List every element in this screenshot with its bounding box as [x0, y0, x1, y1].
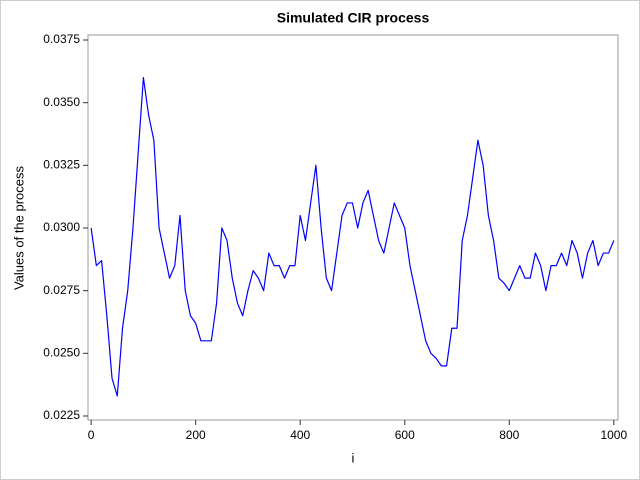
x-tick-label: 400 [290, 428, 310, 442]
x-tick-label: 200 [186, 428, 206, 442]
y-tick-label: 0.0250 [43, 345, 80, 359]
y-tick-label: 0.0275 [43, 283, 80, 297]
x-tick-label: 1000 [600, 428, 627, 442]
y-tick-label: 0.0350 [43, 95, 80, 109]
x-axis-label: i [352, 450, 355, 465]
x-tick-label: 600 [395, 428, 415, 442]
chart-title: Simulated CIR process [277, 10, 430, 26]
plot-frame [87, 34, 619, 421]
x-tick-label: 0 [88, 428, 95, 442]
series-line [90, 77, 615, 397]
y-tick-label: 0.0300 [43, 220, 80, 234]
x-tick-label: 800 [499, 428, 519, 442]
y-tick-label: 0.0325 [43, 158, 80, 172]
y-axis-label: Values of the process [11, 165, 26, 290]
y-tick-label: 0.0375 [43, 32, 80, 46]
y-tick-label: 0.0225 [43, 408, 80, 422]
